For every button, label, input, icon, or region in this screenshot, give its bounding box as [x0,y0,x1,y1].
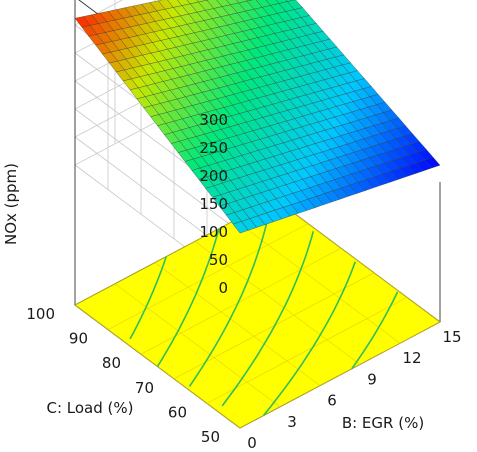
x-tick-label: 12 [402,349,421,367]
y-tick-label: 70 [135,379,154,397]
floor-plane [74,198,441,429]
floor-contour-line [156,228,220,367]
z-tick-label: 150 [199,195,228,213]
x-tick-label: 0 [247,434,257,452]
y-tick-label: 50 [201,428,220,446]
floor-grid-line [107,223,309,330]
floor-grid-line [239,321,441,429]
floor-contour-line [129,256,167,340]
z-tick-label: 200 [199,167,228,185]
x-tick-label: 6 [327,392,337,410]
y-tick-label: 60 [168,403,187,421]
z-tick-label: 300 [199,111,228,129]
response-surface [74,0,441,234]
y-tick-label: 80 [102,354,121,372]
z-tick-label: 100 [199,223,228,241]
z-tick-label: 0 [218,279,228,297]
floor-contour-line [221,231,315,407]
x-tick-label: 9 [367,370,377,388]
floor-grid-line [154,262,321,386]
floor-grid-line [114,283,281,408]
z-tick-label: 250 [199,139,228,157]
y-tick-label: 100 [26,305,55,323]
y-axis-title: C: Load (%) [46,399,133,417]
floor-grid-line [194,241,361,365]
x-tick-label: 15 [442,328,461,346]
z-axis-title: NOx (ppm) [2,163,20,245]
z-tick-label: 50 [209,251,228,269]
surface-cell [424,157,441,169]
floor-grid-line [274,198,441,323]
floor-contour-plane [74,198,441,429]
y-tick-label: 90 [69,330,88,348]
x-axis-title: B: EGR (%) [342,414,424,432]
floor-contour-line [351,291,399,370]
axis-labels: NOx (ppm) B: EGR (%) C: Load (%) 0 50 100 1… [2,111,462,452]
floor-grid-line [206,297,408,404]
floor-contour-line [262,261,357,417]
floor-contour-line [188,200,273,387]
x-tick-label: 3 [287,413,297,431]
